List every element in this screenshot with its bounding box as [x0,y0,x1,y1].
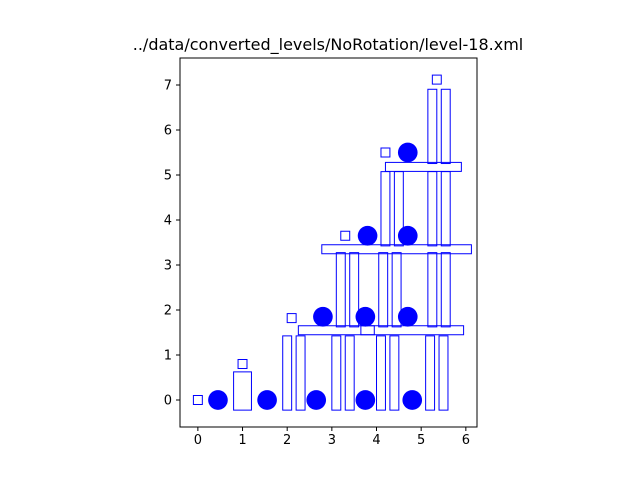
ball-circle-4 [402,390,423,410]
block-rect-7 [282,335,293,411]
block-rect-14 [438,335,449,411]
ball-circle-9 [397,225,418,246]
ball-circle-0 [208,390,228,410]
block-rect-27 [440,171,451,247]
block-rect-16 [360,325,465,336]
chart-title: ../data/converted_levels/NoRotation/leve… [133,35,523,55]
y-axis: 0 1 2 3 4 5 6 7 [164,79,180,409]
block-rect-13 [425,335,436,411]
block-rect-0 [192,395,203,405]
block-rect-11 [376,335,386,411]
block-rect-12 [389,335,400,411]
block-rect-6 [233,371,252,411]
y-tick-label: 2 [164,304,172,319]
y-tick-label: 7 [164,79,172,94]
ball-circle-2 [306,390,327,410]
x-tick-label: 0 [194,433,202,448]
x-tick-label: 4 [372,433,380,448]
y-tick-label: 4 [164,214,172,229]
block-rect-17 [335,252,346,328]
block-rect-5 [431,74,442,85]
x-axis: 0 1 2 3 4 5 6 [194,427,470,448]
ball-circle-6 [355,306,376,327]
block-rect-24 [380,171,391,247]
ball-circle-8 [357,225,378,246]
x-tick-label: 3 [328,433,336,448]
block-rect-26 [427,171,438,247]
y-tick-label: 3 [164,259,172,274]
block-rect-21 [427,252,438,328]
block-rect-3 [340,230,351,241]
x-tick-label: 2 [283,433,291,448]
block-rect-1 [237,359,248,369]
block-rect-20 [391,252,402,328]
block-rect-18 [349,252,360,328]
ball-circle-3 [355,390,376,410]
block-rect-4 [380,147,391,158]
block-rect-9 [331,335,342,411]
block-rect-2 [286,313,297,324]
y-tick-label: 6 [164,124,172,139]
ball-circle-1 [257,390,277,410]
block-rect-23 [321,244,472,255]
y-tick-label: 0 [164,394,172,409]
block-rect-22 [440,252,451,328]
y-tick-label: 1 [164,349,172,364]
ball-circle-10 [397,142,418,163]
block-rect-10 [344,335,355,411]
y-tick-label: 5 [164,169,172,184]
block-rect-8 [295,335,306,411]
ball-circle-7 [397,306,418,327]
block-rect-19 [378,252,389,328]
block-rect-29 [427,88,438,165]
block-rect-28 [384,161,462,172]
plot-marks [192,74,472,411]
ball-circle-5 [313,306,333,327]
axes-frame [179,57,478,428]
x-tick-label: 5 [417,433,425,448]
x-tick-label: 1 [238,433,246,448]
block-rect-30 [440,88,451,165]
x-tick-label: 6 [462,433,470,448]
